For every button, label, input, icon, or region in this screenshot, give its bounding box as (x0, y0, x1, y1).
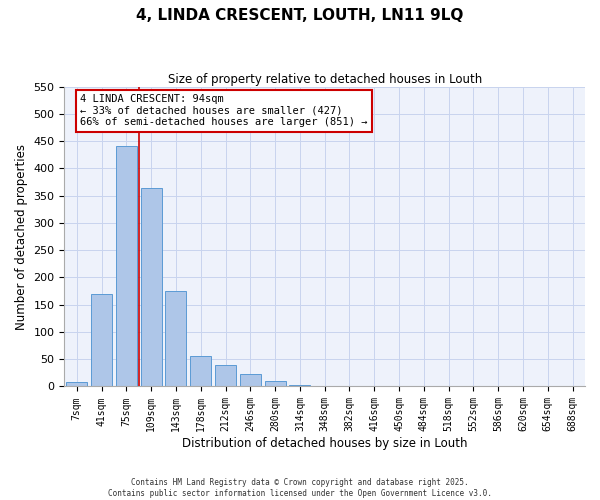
Text: 4, LINDA CRESCENT, LOUTH, LN11 9LQ: 4, LINDA CRESCENT, LOUTH, LN11 9LQ (136, 8, 464, 22)
Bar (215, 365, 236, 386)
Text: 4 LINDA CRESCENT: 94sqm
← 33% of detached houses are smaller (427)
66% of semi-d: 4 LINDA CRESCENT: 94sqm ← 33% of detache… (80, 94, 368, 128)
Y-axis label: Number of detached properties: Number of detached properties (15, 144, 28, 330)
Title: Size of property relative to detached houses in Louth: Size of property relative to detached ho… (167, 72, 482, 86)
Text: Contains HM Land Registry data © Crown copyright and database right 2025.
Contai: Contains HM Land Registry data © Crown c… (108, 478, 492, 498)
Bar (240, 374, 261, 386)
Bar (166, 290, 187, 386)
Bar (66, 382, 88, 386)
Bar (140, 188, 162, 386)
Bar (190, 356, 211, 386)
X-axis label: Distribution of detached houses by size in Louth: Distribution of detached houses by size … (182, 437, 467, 450)
Bar (91, 294, 112, 386)
Bar (116, 146, 137, 386)
Bar (265, 381, 286, 386)
